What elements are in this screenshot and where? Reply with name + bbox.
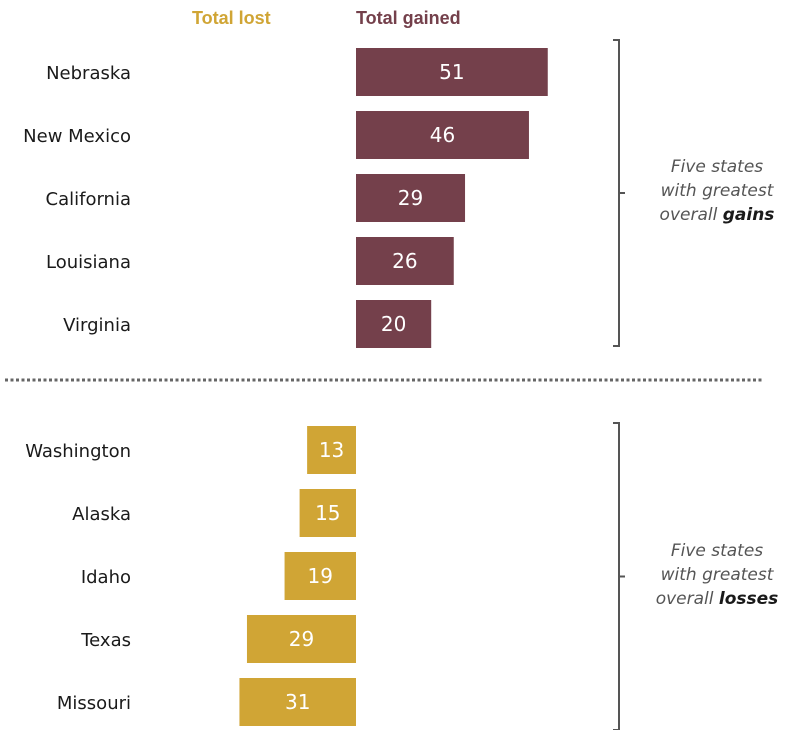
bar: [356, 300, 432, 348]
category-label: Missouri: [57, 693, 131, 714]
annotation-line: with greatest: [661, 181, 775, 201]
gains-panel: Nebraska 51 New Mexico 46 California 29 Louisi…: [23, 39, 775, 348]
bracket: [613, 39, 620, 347]
category-label: Idaho: [81, 567, 131, 588]
category-label: Louisiana: [46, 252, 131, 273]
value-label: 13: [319, 438, 344, 462]
bar: [239, 678, 356, 726]
category-label: Nebraska: [46, 63, 131, 84]
value-label: 15: [315, 501, 340, 525]
annotation-emphasis: gains: [723, 205, 775, 225]
category-label: Texas: [80, 630, 131, 651]
value-label: 19: [308, 564, 333, 588]
value-label: 31: [285, 690, 310, 714]
category-label: Washington: [25, 441, 131, 462]
legend-total-gained: Total gained: [356, 8, 461, 28]
annotation-line: with greatest: [661, 565, 775, 585]
bar: [284, 552, 356, 600]
annotation-line: overall losses: [656, 589, 779, 609]
annotation-emphasis: losses: [719, 589, 778, 609]
bar: [307, 426, 356, 474]
annotation-line: Five states: [671, 157, 763, 177]
annotation-prefix: overall: [656, 589, 719, 609]
value-label: 29: [398, 186, 423, 210]
annotation-prefix: overall: [660, 205, 723, 225]
value-label: 46: [430, 123, 455, 147]
bar: [246, 615, 356, 663]
category-label: New Mexico: [23, 126, 131, 147]
bar: [299, 489, 356, 537]
category-label: California: [46, 189, 131, 210]
bar: [356, 174, 466, 222]
category-label: Alaska: [72, 504, 131, 525]
bar: [356, 111, 529, 159]
value-label: 29: [289, 627, 314, 651]
bar: [356, 237, 454, 285]
losses-panel: Washington 13 Alaska 15 Idaho 19 Texas 29 Missou…: [25, 422, 779, 730]
bar: [356, 48, 548, 96]
category-label: Virginia: [63, 315, 131, 336]
value-label: 20: [381, 312, 406, 336]
annotation-line: Five states: [671, 541, 763, 561]
value-label: 51: [439, 60, 464, 84]
bracket: [613, 422, 620, 730]
value-label: 26: [392, 249, 417, 273]
legend-total-lost: Total lost: [192, 8, 271, 28]
annotation-line: overall gains: [660, 205, 775, 225]
